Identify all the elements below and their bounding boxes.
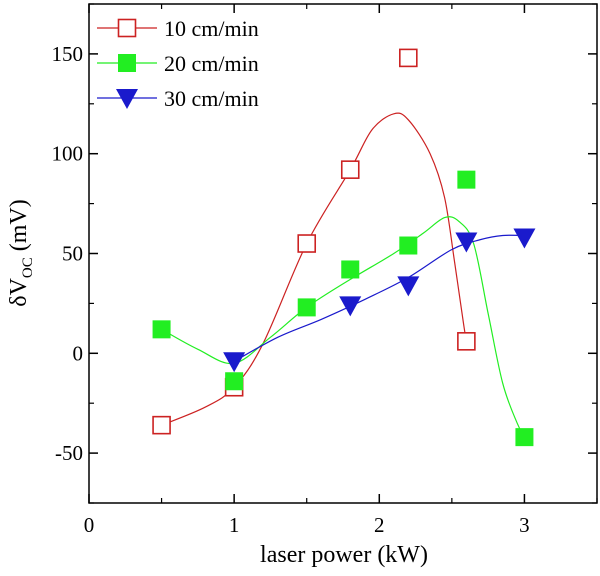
- data-point-series-2: [515, 428, 534, 447]
- axes: 0 1 2 3 -50 0 50 100 150: [52, 3, 598, 537]
- x-tick-label: 0: [84, 513, 95, 537]
- legend-marker-series-2: [118, 54, 136, 72]
- data-point-series-3: [455, 232, 478, 253]
- legend-marker-series-1: [117, 18, 137, 38]
- data-point-series-1: [152, 415, 171, 435]
- x-tick-label: 3: [519, 513, 530, 537]
- y-tick-label: 0: [73, 341, 84, 365]
- y-axis-title: δVOC (mV): [6, 199, 36, 306]
- y-tick-label: 100: [52, 142, 84, 166]
- data-point-series-2: [225, 372, 244, 391]
- fit-curve-series-3: [233, 234, 525, 362]
- data-point-series-2: [457, 170, 476, 189]
- legend: 10 cm/min 20 cm/min 30 cm/min: [97, 16, 259, 111]
- legend-marker-series-3: [116, 89, 138, 109]
- data-point-series-1: [340, 160, 360, 179]
- y-tick-label: 150: [52, 42, 84, 66]
- data-point-series-1: [297, 234, 317, 253]
- data-point-series-2: [297, 298, 316, 317]
- y-axis-title-prefix: δV: [6, 277, 32, 306]
- data-point-series-3: [339, 296, 362, 317]
- fit-curve-series-2: [161, 216, 525, 438]
- y-tick-label: -50: [55, 441, 83, 465]
- x-tick-label: 2: [374, 513, 385, 537]
- legend-label-series-1: 10 cm/min: [164, 16, 259, 41]
- y-axis-title-subscript: OC: [20, 257, 36, 278]
- legend-label-series-2: 20 cm/min: [164, 51, 259, 76]
- data-point-series-1: [457, 332, 476, 351]
- data-point-series-3: [513, 228, 536, 249]
- data-point-series-1: [399, 48, 418, 68]
- data-point-series-3: [223, 352, 246, 373]
- data-point-series-3: [397, 276, 420, 297]
- y-axis-title-suffix: (mV): [6, 199, 32, 257]
- data-point-series-2: [152, 320, 171, 339]
- data-point-series-2: [399, 236, 418, 255]
- y-tick-label: 50: [62, 242, 83, 266]
- data-point-series-2: [341, 260, 360, 279]
- legend-label-series-3: 30 cm/min: [164, 86, 259, 111]
- x-tick-label: 1: [229, 513, 240, 537]
- x-axis-title: laser power (kW): [260, 542, 428, 568]
- data-markers: [152, 48, 536, 447]
